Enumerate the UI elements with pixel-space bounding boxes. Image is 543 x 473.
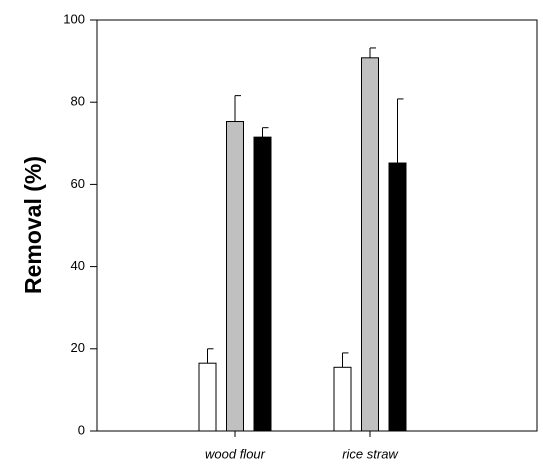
bar — [226, 121, 244, 432]
bar — [253, 136, 272, 432]
y-tick-label: 40 — [71, 258, 85, 273]
y-tick-label: 20 — [71, 340, 85, 355]
y-tick-label: 100 — [63, 11, 85, 26]
y-tick-label: 0 — [78, 422, 85, 437]
bar — [388, 162, 407, 432]
x-tick-label: rice straw — [342, 446, 399, 461]
bar — [333, 366, 352, 432]
y-tick-label: 60 — [71, 176, 85, 191]
y-tick-label: 80 — [71, 94, 85, 109]
x-tick-label: wood flour — [205, 446, 266, 461]
y-axis-label: Removal (%) — [20, 156, 46, 294]
bar — [198, 362, 217, 432]
bar — [361, 57, 379, 432]
plot-frame — [96, 19, 538, 432]
